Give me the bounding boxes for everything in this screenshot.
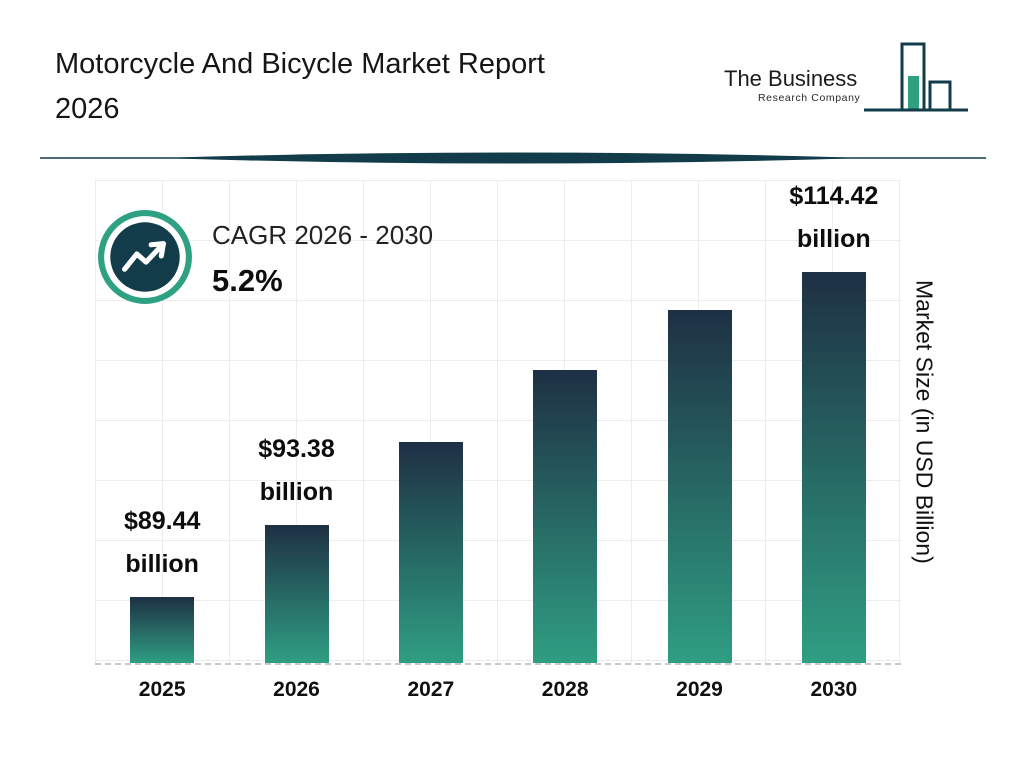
logo-subname: Research Company <box>758 92 861 104</box>
bar-2027 <box>398 442 463 663</box>
value-label-2030: $114.42 billion <box>789 181 879 254</box>
logo-name: The Business <box>724 66 858 91</box>
x-tick-2026: 2026 <box>273 678 320 701</box>
value-label-2026: $93.38 billion <box>258 434 335 507</box>
bar-2025 <box>130 597 195 663</box>
x-tick-2025: 2025 <box>138 678 186 701</box>
company-logo: The Business Research Company <box>724 38 970 130</box>
bar-2028 <box>533 370 598 663</box>
cagr-badge-icon <box>98 210 192 304</box>
x-tick-2030: 2030 <box>810 678 858 701</box>
bar-2029 <box>667 310 732 663</box>
x-tick-2027: 2027 <box>407 678 455 701</box>
bar-2026 <box>264 525 329 663</box>
cagr-value: 5.2% <box>212 263 283 298</box>
x-axis-labels: 2025 2026 2027 2028 2029 2030 <box>95 678 901 710</box>
divider <box>40 152 986 164</box>
value-label-2025: $89.44 billion <box>123 506 201 579</box>
x-tick-2028: 2028 <box>541 678 589 701</box>
cagr-text: CAGR 2026 - 2030 5.2% <box>212 220 552 299</box>
y-axis-label: Market Size (in USD Billion) <box>911 279 938 564</box>
x-tick-2029: 2029 <box>676 678 723 701</box>
bar-chart-logo-icon <box>864 42 968 112</box>
cagr-label: CAGR 2026 - 2030 <box>212 220 434 250</box>
page-title-line2: 2026 <box>55 92 120 125</box>
page-title: Motorcycle And Bicycle Market Report 202… <box>55 42 695 132</box>
bar-2030 <box>801 272 866 663</box>
page-title-line1: Motorcycle And Bicycle Market Report <box>55 48 545 80</box>
plot-area: $89.44 billion $93.38 billion $114.42 billion <box>95 180 901 665</box>
